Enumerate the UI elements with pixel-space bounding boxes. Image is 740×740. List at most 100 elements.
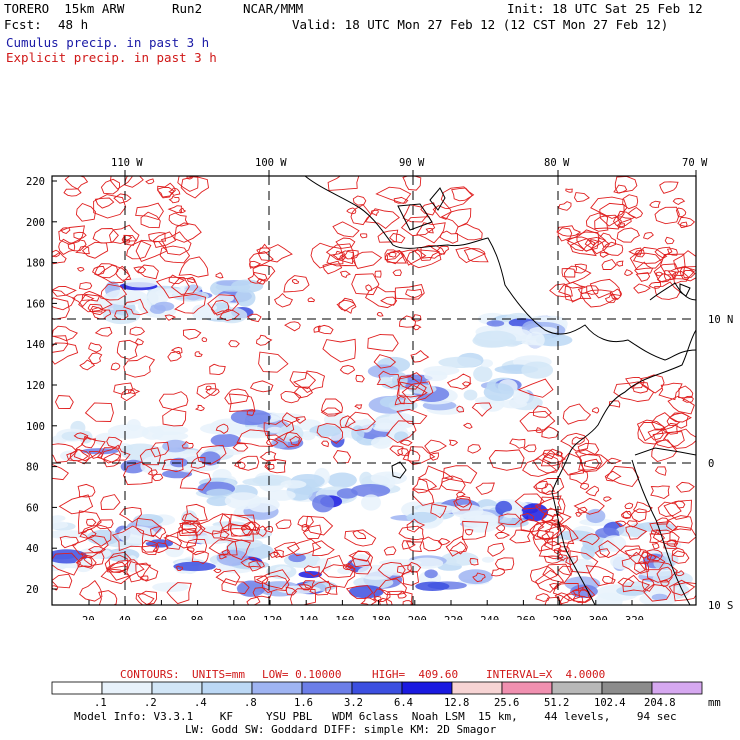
contour-line (88, 450, 104, 459)
contour-line (509, 438, 526, 449)
contour-line (542, 563, 572, 584)
contour-line (312, 540, 335, 557)
contour-line (327, 176, 360, 191)
colorbar-swatch (351, 681, 403, 695)
contour-line (259, 451, 277, 462)
cumulus-cell (312, 494, 335, 513)
contour-line (100, 494, 121, 510)
contour-line (84, 402, 114, 422)
contour-line (135, 517, 162, 538)
contours-interval: INTERVAL=X 4.0000 (486, 668, 606, 681)
contour-line (303, 565, 320, 577)
contour-line (186, 538, 208, 556)
contour-line (397, 376, 427, 398)
contour-line (219, 513, 257, 531)
contour-line (350, 204, 372, 226)
cumulus-cell (234, 288, 256, 307)
contour-line (660, 253, 686, 277)
contour-line (583, 458, 600, 469)
contour-line (622, 574, 651, 593)
contour-line (121, 234, 137, 246)
contour-line (560, 432, 590, 452)
contour-line (565, 188, 573, 193)
contour-line (205, 388, 220, 396)
contour-line (295, 416, 307, 424)
contour-line (659, 181, 679, 194)
contour-line (625, 525, 648, 540)
contour-line (58, 225, 85, 245)
contours-low: LOW= 0.10000 (262, 668, 342, 681)
contour-line (54, 395, 74, 409)
cumulus-cell (536, 333, 573, 347)
cumulus-cell (152, 582, 189, 592)
cumulus-cell (417, 505, 461, 514)
cumulus-cell (162, 439, 189, 453)
contour-line (322, 554, 356, 578)
contour-line (241, 526, 248, 531)
contour-line (177, 176, 199, 192)
contour-line (432, 205, 452, 220)
contour-line (181, 520, 202, 535)
contour-line (632, 382, 649, 394)
contour-line (574, 449, 609, 473)
cumulus-cell (147, 287, 169, 306)
contour-line (377, 229, 399, 243)
lon-label: 90 W (399, 157, 425, 169)
contour-line (396, 381, 428, 405)
contour-line (120, 389, 136, 402)
contour-line (625, 376, 645, 389)
cumulus-cell (206, 488, 233, 497)
contour-line (258, 351, 289, 373)
cumulus-cell (424, 569, 438, 579)
contour-line (109, 224, 140, 244)
contour-line (365, 284, 373, 292)
contour-line (664, 236, 675, 245)
contour-line (675, 481, 695, 493)
contour-line (373, 354, 397, 369)
valid-time: Valid: 18 UTC Mon 27 Feb 12 (12 CST Mon … (292, 17, 669, 32)
contour-line (273, 549, 285, 559)
contour-line (182, 329, 202, 340)
precip-map: 110 W 100 W 90 W 80 W 70 W 10 N 0 10 S 220 200 180… (26, 157, 733, 620)
contour-line (397, 447, 409, 457)
contour-line (599, 251, 610, 258)
contour-line (430, 503, 447, 519)
contour-line (87, 546, 106, 554)
contour-line (187, 276, 196, 284)
cumulus-cell (215, 449, 244, 456)
contour-line (345, 585, 374, 600)
cumulus-cell (336, 488, 358, 499)
x-tick-label: 60 (154, 615, 167, 620)
contour-line (75, 556, 97, 569)
contour-line (399, 439, 413, 446)
contour-line (637, 421, 669, 445)
contour-line (577, 285, 599, 295)
cumulus-cell (620, 581, 651, 592)
contour-line (488, 449, 525, 471)
contour-line (325, 585, 338, 595)
contour-line (601, 258, 617, 270)
cumulus-cell (486, 320, 505, 327)
cumulus-cell (441, 551, 479, 566)
contour-line (648, 282, 662, 289)
contour-line (339, 270, 351, 278)
contour-line (134, 338, 145, 346)
contour-line (392, 269, 402, 276)
contour-line (594, 214, 622, 230)
contour-line (417, 465, 454, 491)
contour-line (614, 176, 638, 194)
contour-line (606, 465, 640, 488)
contour-line (236, 455, 260, 471)
contour-line (325, 243, 354, 265)
contour-line (654, 466, 667, 476)
cumulus-cell (374, 422, 395, 430)
contour-line (440, 208, 472, 228)
contour-line (249, 380, 274, 393)
y-tick-label: 20 (26, 584, 39, 596)
contour-line (531, 519, 566, 540)
contour-line (152, 231, 177, 249)
contour-line (94, 197, 115, 209)
contour-line (179, 207, 187, 214)
contour-line (402, 600, 413, 605)
colorbar-label: .2 (144, 697, 157, 708)
